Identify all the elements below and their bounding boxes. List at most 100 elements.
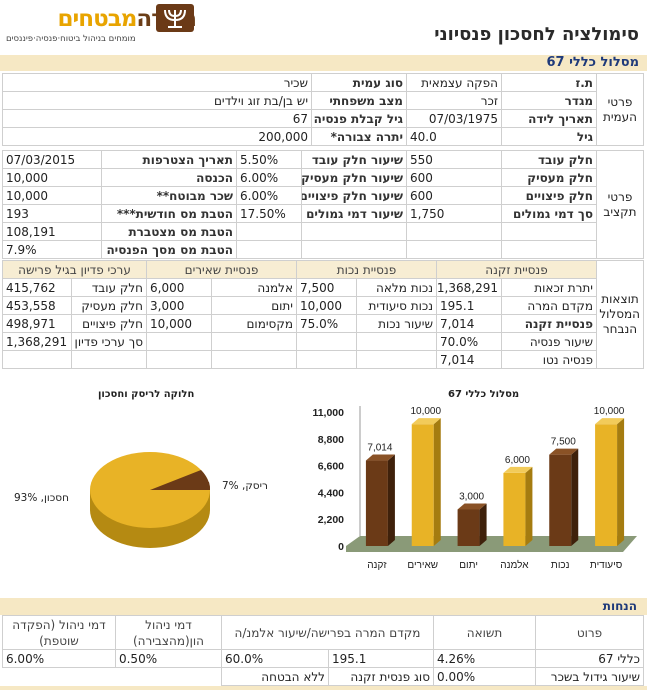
table-row: פרטי העמית ת.ז הפקה עצמאית סוג עמית שכיר <box>2 73 644 146</box>
table-row: פרוט תשואה מקדם המרה בפרישה/שיעור אלמנ/ה… <box>1 615 644 650</box>
column-header: תשואה <box>433 615 536 650</box>
x-tick-label: נכות <box>551 560 570 571</box>
field-value[interactable]: 17.50% <box>236 204 302 223</box>
pie-chart <box>90 452 211 548</box>
bar <box>457 509 480 546</box>
field-label: הטבת מס חודשית*** <box>101 204 237 223</box>
bar <box>365 460 388 546</box>
empty-cell <box>236 222 302 241</box>
field-label: שכר מבוטח** <box>101 186 237 205</box>
field-value: 7,014 <box>436 314 502 333</box>
bar-top <box>411 418 441 425</box>
empty-cell <box>301 240 407 259</box>
page-title: סימולציה לחסכון פנסיוני <box>434 24 639 45</box>
empty-cell <box>356 332 437 351</box>
field-value[interactable]: 67 <box>2 109 312 128</box>
bar <box>549 454 572 546</box>
field-label: שיעור פנסיה <box>501 332 597 351</box>
field-value: 108,191 <box>2 222 102 241</box>
field-value[interactable]: 10,000 <box>2 168 102 187</box>
table-row: תאריך לידה 07/03/1975 גיל קבלת פנסיה 67 <box>2 109 644 128</box>
table-row: הטבת מס מצטברת 108,191 <box>2 222 644 241</box>
field-label: שיעור גידול בשכר <box>535 667 644 686</box>
x-tick-label: יתום <box>459 560 478 571</box>
bar-chart-title: מסלול כללי 67 <box>448 389 520 400</box>
field-value: 7,500 <box>296 278 357 297</box>
field-label: סוג פנסית זקנה <box>328 667 434 686</box>
field-label: סוג עמית <box>311 73 407 92</box>
field-label: יתרת זכאות <box>501 278 597 297</box>
table-row: מקדם המרה 195.1 נכות סיעודית 10,000 יתום… <box>2 296 644 315</box>
field-value[interactable]: 5.50% <box>236 150 302 169</box>
field-value[interactable]: 07/03/1975 <box>406 109 502 128</box>
field-value[interactable]: 40.0 <box>406 127 502 146</box>
field-value[interactable]: 193 <box>2 204 102 223</box>
bar <box>503 472 526 546</box>
field-label: אלמנה <box>211 278 297 297</box>
table-row: חלק פיצויים 600 שיעור חלק פיצויים 6.00% … <box>2 186 644 205</box>
section-label: פרטי תקציב <box>596 150 644 259</box>
field-label: תאריך לידה <box>501 109 597 128</box>
table-row: פנסיית זקנה 7,014 שיעור נכות 75.0% מקסימ… <box>2 314 644 333</box>
field-value[interactable]: 6.00% <box>236 186 302 205</box>
field-value: 453,558 <box>2 296 72 315</box>
column-header: מקדם המרה בפרישה/שיעור אלמנ/ה <box>220 615 435 650</box>
field-value[interactable]: 600 <box>406 186 502 205</box>
field-value[interactable]: 10,000 <box>2 186 102 205</box>
field-value: 4.26% <box>433 649 536 668</box>
bar-value-label: 7,500 <box>551 437 576 448</box>
track-bar: מסלול כללי 67 <box>0 55 647 71</box>
table-row: שיעור גידול בשכר 0.00% סוג פנסית זקנה לל… <box>2 667 644 686</box>
field-value: 7,014 <box>436 350 502 369</box>
field-value[interactable]: שכיר <box>2 73 312 92</box>
column-header: דמי ניהול (הפקדה שוטפת) <box>1 615 116 650</box>
field-label: סך דמי גמולים <box>501 204 597 223</box>
empty-cell <box>406 222 502 241</box>
bar-side <box>571 448 579 546</box>
bar-chart: 0 2,200 4,400 6,600 8,800 11,000 7,014 זקנה 10,0… <box>312 406 637 571</box>
empty-cell <box>301 222 407 241</box>
field-label: הטבת מס מסך הפנסיה <box>101 240 237 259</box>
bar-side <box>433 418 441 546</box>
empty-cell <box>501 240 597 259</box>
empty-cell <box>406 240 502 259</box>
field-value: 6,000 <box>146 278 212 297</box>
table-row: כללי 67 4.26% 195.1 60.0% 0.50% 6.00% <box>1 649 644 668</box>
field-value[interactable]: 1,750 <box>406 204 502 223</box>
field-value[interactable]: 200,000 <box>2 127 312 146</box>
pie-label-risk: ריסק, 7% <box>222 480 268 492</box>
discounts-table: פרוט תשואה מקדם המרה בפרישה/שיעור אלמנ/ה… <box>1 615 644 686</box>
bar-value-label: 3,000 <box>459 491 484 502</box>
field-value: 10,000 <box>296 296 357 315</box>
field-label: גיל קבלת פנסיה <box>311 109 407 128</box>
bar-side <box>479 503 487 546</box>
pie-label-saving: חסכון, 93% <box>14 492 69 504</box>
field-value: 10,000 <box>146 314 212 333</box>
empty-cell <box>356 350 437 369</box>
field-label: מקדם המרה <box>501 296 597 315</box>
field-value: 1,368,291 <box>2 332 72 351</box>
empty-cell <box>296 350 357 369</box>
field-value: 0.00% <box>433 667 536 686</box>
field-value: 0.50% <box>114 649 222 668</box>
bar-value-label: 10,000 <box>410 406 441 417</box>
field-value[interactable]: 6.00% <box>236 168 302 187</box>
field-label: יתרה צבורה* <box>311 127 407 146</box>
field-value[interactable]: יש בן/בת זוג וילדים <box>2 91 312 110</box>
y-tick-label: 8,800 <box>318 434 344 446</box>
field-value: 3,000 <box>146 296 212 315</box>
empty-cell <box>211 350 297 369</box>
field-value: 75.0% <box>296 314 357 333</box>
empty-cell <box>236 240 302 259</box>
field-value[interactable]: הפקה עצמאית <box>406 73 502 92</box>
field-value[interactable]: 07/03/2015 <box>2 150 102 169</box>
field-value: 70.0% <box>436 332 502 351</box>
field-value[interactable]: 600 <box>406 168 502 187</box>
field-value[interactable]: זכר <box>406 91 502 110</box>
field-value[interactable]: 550 <box>406 150 502 169</box>
field-label: מגדר <box>501 91 597 110</box>
page-header: מנורהמבטחים מומחים בניהול ביטוח·פנסיה·פי… <box>0 0 647 56</box>
field-label: מצב משפחתי <box>311 91 407 110</box>
field-label: חלק פיצויים <box>71 314 147 333</box>
table-row: פנסיה נטו 7,014 <box>2 350 644 369</box>
